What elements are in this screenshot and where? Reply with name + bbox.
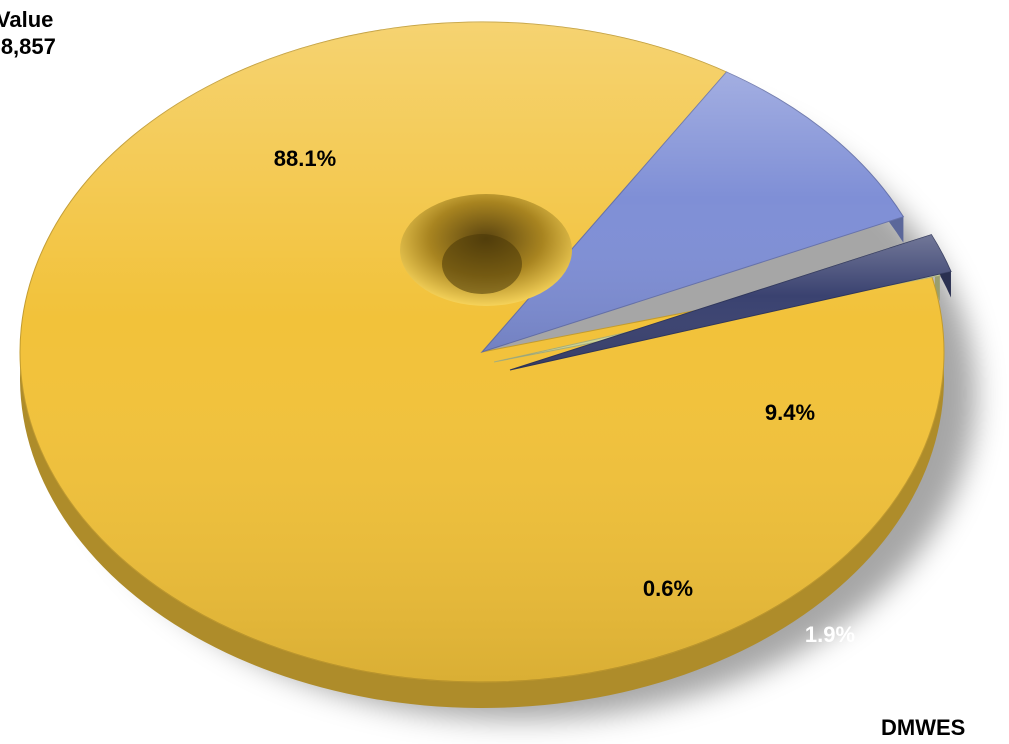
data-label-0: 88.1% xyxy=(274,146,336,171)
chart-title: act Value 1,568,857 xyxy=(0,6,56,61)
data-label-3: 0.6% xyxy=(643,576,693,601)
donut-hole-inner xyxy=(442,234,522,294)
title-line-2: 1,568,857 xyxy=(0,34,56,60)
slice-gloss-2 xyxy=(510,234,951,370)
data-labels: 88.1% 9.4% 1.9% 0.6% xyxy=(274,146,855,647)
data-label-1: 9.4% xyxy=(765,400,815,425)
center-hole xyxy=(400,194,572,306)
slice-tops xyxy=(19,21,952,683)
footer-label: DMWES xyxy=(881,715,966,740)
title-line-1: act Value xyxy=(0,7,54,32)
slice-gloss-1 xyxy=(482,72,904,353)
data-label-2: 1.9% xyxy=(805,622,855,647)
